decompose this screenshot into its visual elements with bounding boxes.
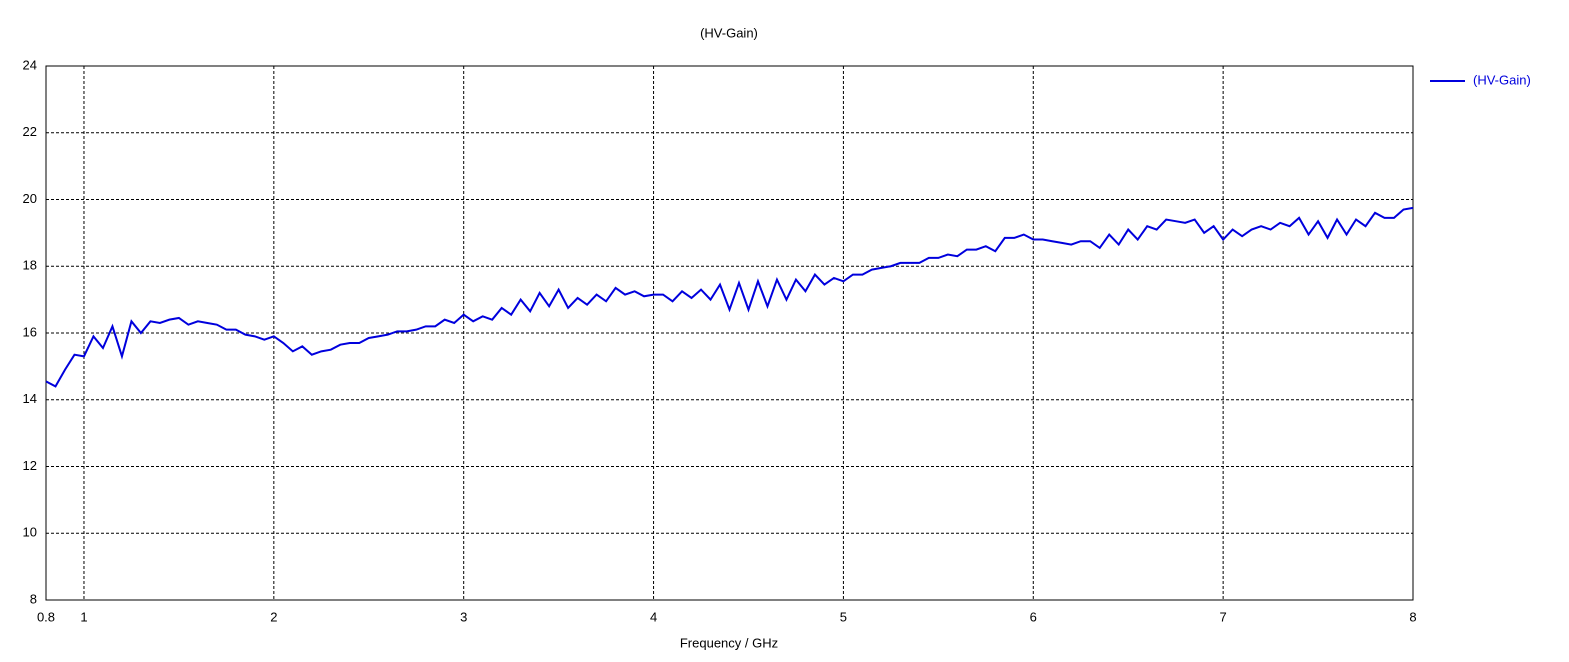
x-tick-label: 2 — [270, 609, 277, 624]
plot-frame — [45, 65, 1414, 601]
x-tick-label: 0.8 — [37, 609, 55, 624]
x-tick-label: 1 — [80, 609, 87, 624]
x-tick-label: 3 — [460, 609, 467, 624]
x-tick-label: 6 — [1030, 609, 1037, 624]
y-tick-label: 14 — [23, 391, 37, 406]
y-tick-label: 12 — [23, 458, 37, 473]
y-tick-label: 8 — [30, 591, 37, 606]
x-tick-label: 5 — [840, 609, 847, 624]
x-tick-label: 8 — [1409, 609, 1416, 624]
legend-label: (HV-Gain) — [1473, 72, 1531, 87]
x-axis-label: Frequency / GHz — [680, 635, 778, 650]
y-tick-label: 16 — [23, 324, 37, 339]
y-tick-label: 22 — [23, 124, 37, 139]
y-tick-label: 20 — [23, 191, 37, 206]
x-tick-label: 7 — [1220, 609, 1227, 624]
y-tick-label: 24 — [23, 57, 37, 72]
y-tick-label: 10 — [23, 525, 37, 540]
data-line — [45, 206, 1414, 388]
y-tick-label: 18 — [23, 258, 37, 273]
x-tick-label: 4 — [650, 609, 657, 624]
chart-title: (HV-Gain) — [700, 25, 758, 40]
